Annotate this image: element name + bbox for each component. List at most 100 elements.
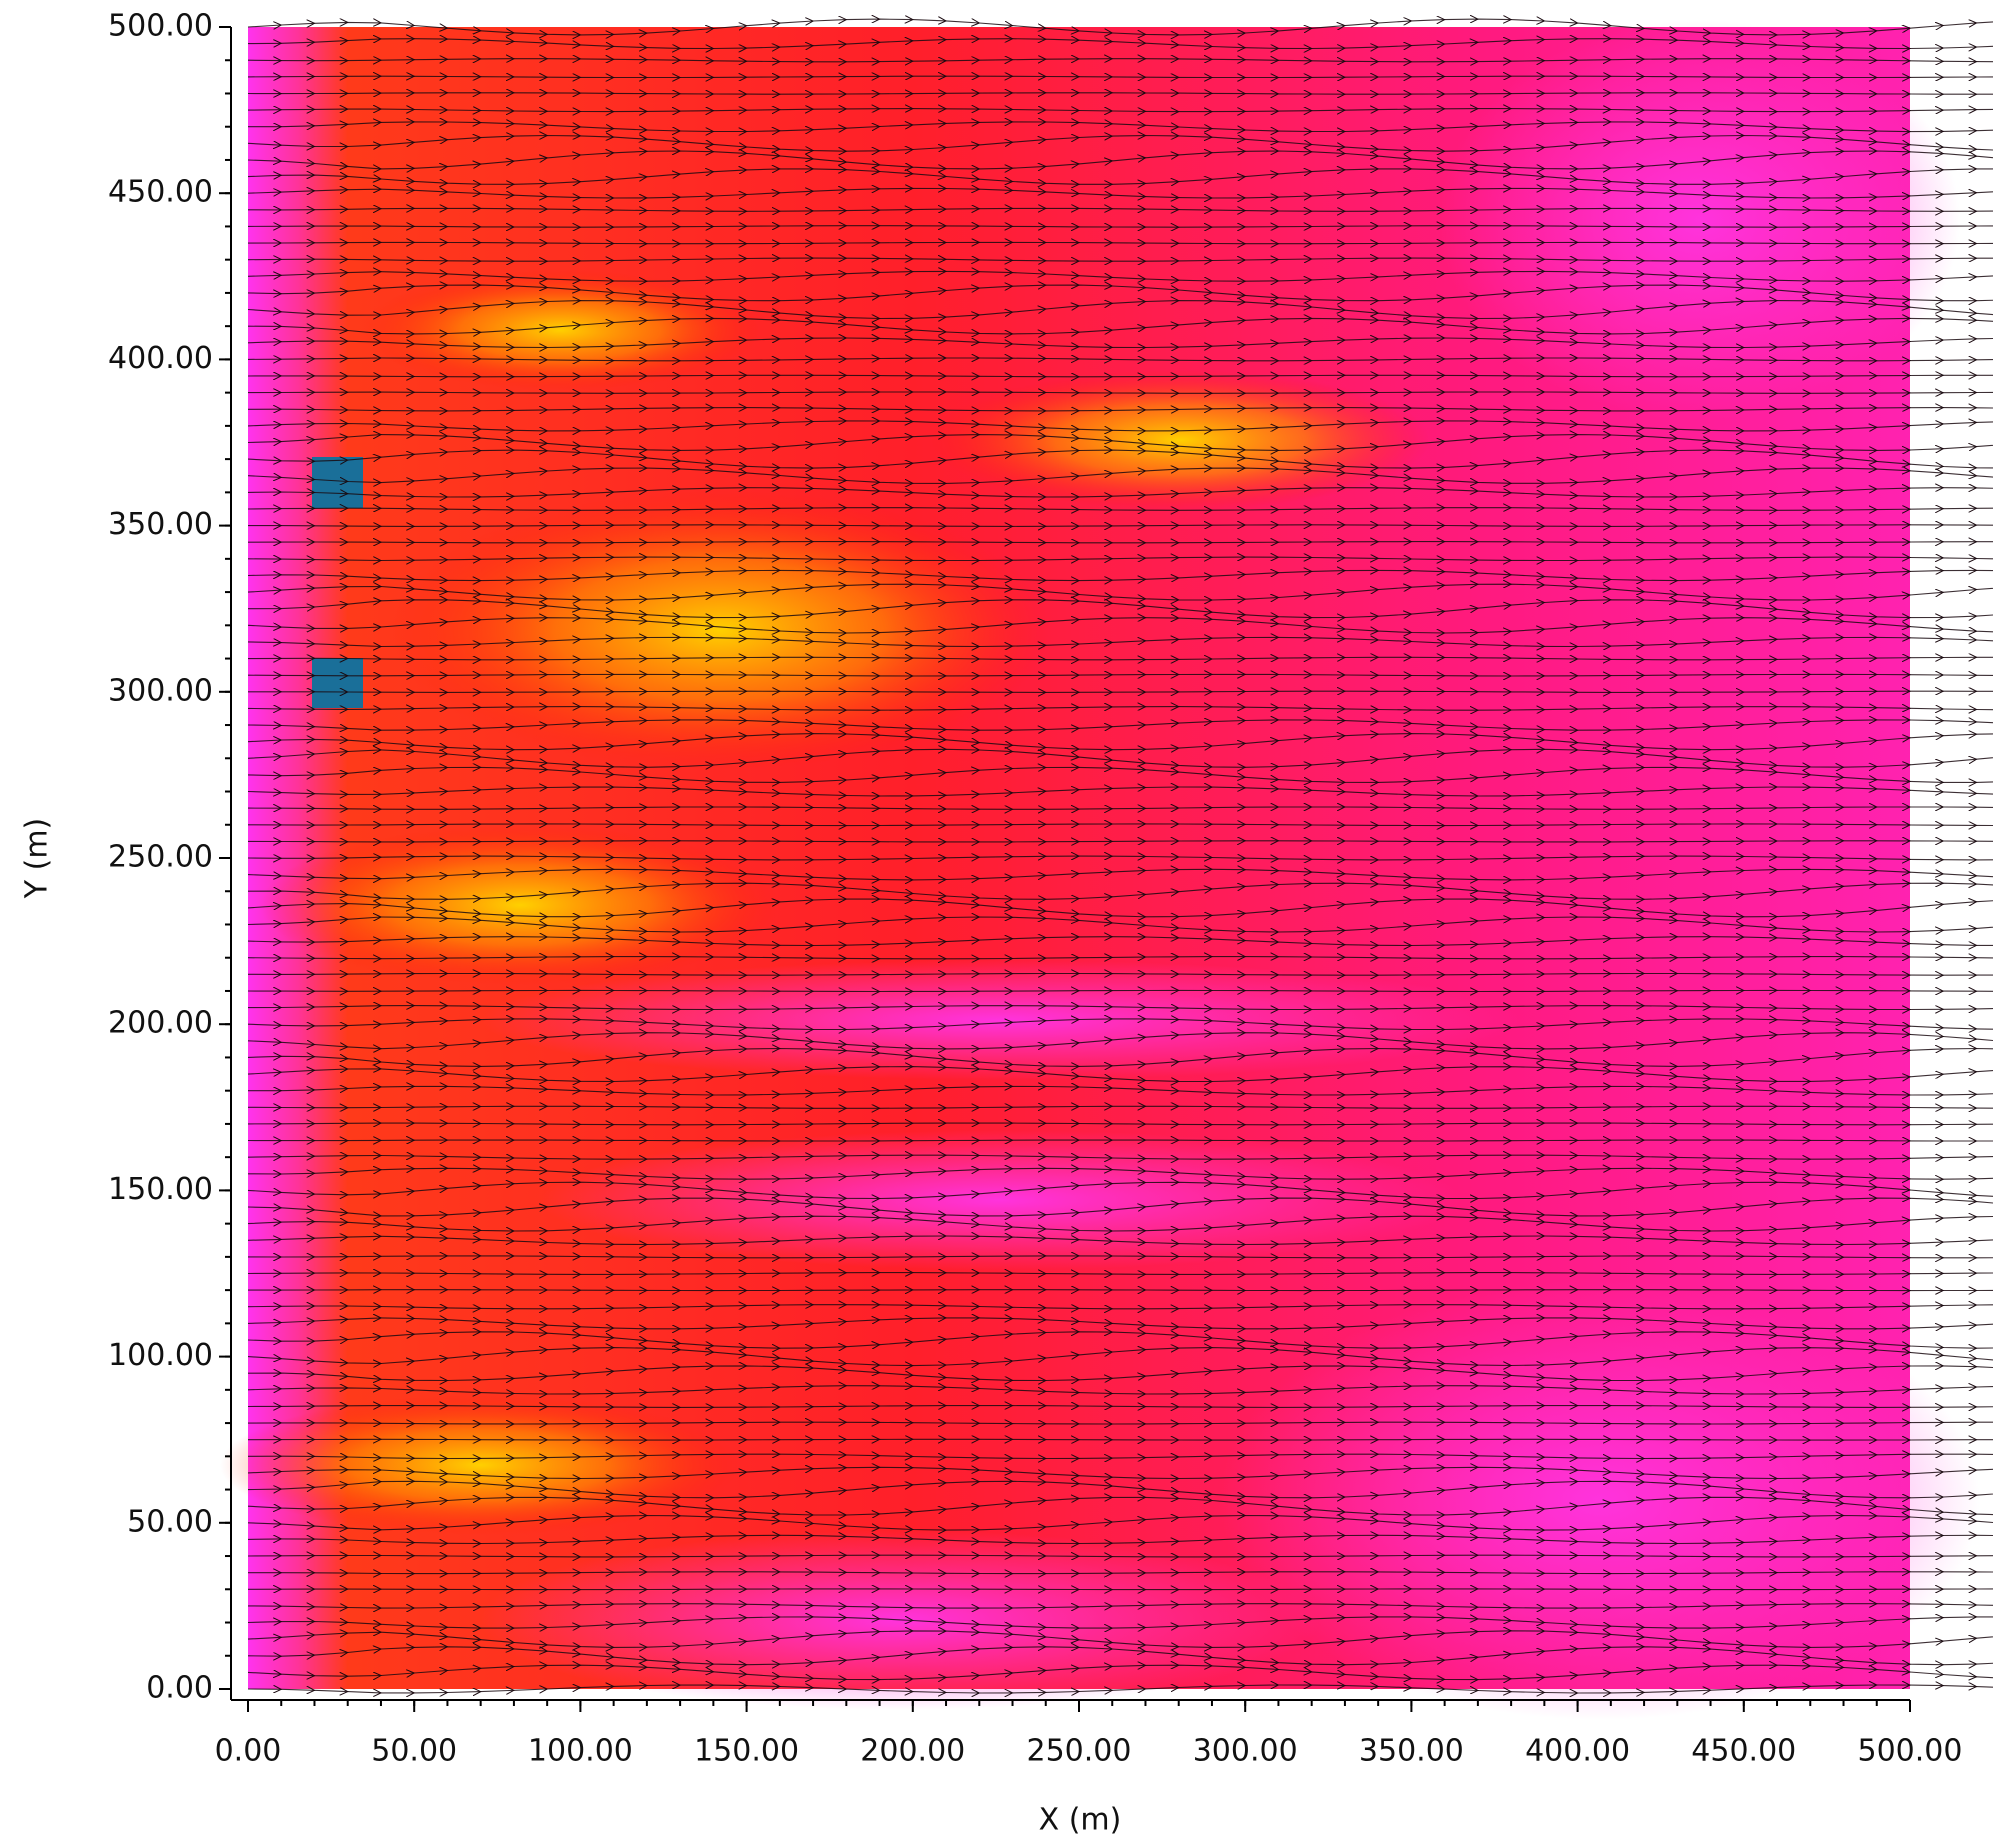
- y-tick-label: 250.00: [108, 840, 213, 875]
- streamline: [247, 1155, 1993, 1159]
- streamline: [247, 1236, 1993, 1245]
- field: [220, 20, 1980, 1720]
- streamline: [247, 1535, 1993, 1543]
- x-tick-label: 100.00: [528, 1734, 633, 1769]
- streamline: [247, 242, 1993, 243]
- streamline: [247, 76, 1993, 77]
- y-tick-label: 100.00: [108, 1338, 213, 1373]
- streamline: [247, 109, 1993, 112]
- streamline: [248, 691, 1993, 692]
- streamline: [248, 1572, 1993, 1574]
- streamline: [247, 542, 1993, 543]
- streamline: [247, 508, 1993, 511]
- x-tick-label: 350.00: [1359, 1734, 1464, 1769]
- streamline: [247, 318, 1993, 334]
- streamline: [248, 525, 1993, 527]
- streamline: [247, 1067, 1993, 1082]
- streamline: [247, 720, 1993, 730]
- streamline: [247, 1422, 1993, 1424]
- hot-zone: [930, 370, 1430, 510]
- streamline: [247, 856, 1993, 860]
- streamline: [247, 285, 1993, 301]
- x-tick-label: 150.00: [694, 1734, 799, 1769]
- x-tick-label: 500.00: [1858, 1734, 1963, 1769]
- streamline: [247, 208, 1993, 211]
- y-tick-label: 0.00: [146, 1671, 213, 1706]
- cool-zone: [1220, 1280, 1980, 1720]
- streamline: [247, 39, 1993, 49]
- streamline: [248, 1086, 1993, 1095]
- streamline: [247, 1604, 1993, 1608]
- streamline: [248, 1290, 1993, 1291]
- streamline: [247, 841, 1993, 842]
- streamline: [247, 734, 1993, 750]
- streamline: [247, 1685, 1993, 1693]
- streamline: [247, 93, 1993, 94]
- x-tick-label: 300.00: [1193, 1734, 1298, 1769]
- streamline: [247, 392, 1993, 393]
- streamline: [247, 1216, 1993, 1231]
- streamline: [247, 1106, 1993, 1108]
- cool-zone: [1440, 20, 1960, 420]
- streamline: [247, 1033, 1993, 1049]
- streamline: [247, 338, 1993, 348]
- y-tick-label: 500.00: [108, 9, 213, 44]
- streamline: [247, 375, 1993, 377]
- streamline: [247, 1555, 1993, 1557]
- cool-zone: [480, 960, 1520, 1080]
- streamline: [247, 435, 1993, 451]
- streamline: [247, 707, 1993, 711]
- streamline: [247, 937, 1993, 946]
- x-tick-label: 200.00: [860, 1734, 965, 1769]
- x-tick-label: 400.00: [1525, 1734, 1630, 1769]
- streamline: [247, 1617, 1993, 1628]
- streamline: [247, 957, 1993, 959]
- streamline: [247, 188, 1993, 198]
- streamline: [247, 136, 1993, 152]
- streamline: [247, 787, 1993, 796]
- streamline: [247, 1332, 1993, 1348]
- streamline: [247, 899, 1993, 917]
- streamline: [247, 1366, 1993, 1381]
- streamline: [247, 990, 1993, 991]
- streamline: [247, 749, 1993, 767]
- cool-zone: [540, 1130, 1460, 1270]
- x-tick-label: 0.00: [215, 1734, 282, 1769]
- streamline: [247, 1439, 1993, 1440]
- x-tick-label: 250.00: [1027, 1734, 1132, 1769]
- streamline: [247, 271, 1993, 281]
- streamline: [247, 421, 1993, 431]
- streamlines: [247, 19, 1993, 1693]
- y-tick-label: 450.00: [108, 175, 213, 210]
- x-tick-label: 50.00: [371, 1734, 457, 1769]
- streamline: [247, 488, 1993, 497]
- streamline: [247, 1647, 1993, 1665]
- streamline: [247, 1123, 1993, 1125]
- streamline: [247, 1454, 1993, 1458]
- hot-zone: [260, 825, 780, 985]
- obstacle: [312, 658, 363, 708]
- streamline: [247, 1481, 1993, 1498]
- y-axis-title: Y (m): [20, 818, 55, 900]
- streamline: [247, 1168, 1993, 1179]
- hot-zone: [220, 1395, 740, 1535]
- streamline: [247, 1386, 1993, 1394]
- streamline: [247, 584, 1993, 600]
- streamline: [247, 1256, 1993, 1258]
- y-tick-label: 50.00: [127, 1504, 213, 1539]
- streamline: [247, 258, 1993, 261]
- streamline: [247, 1049, 1993, 1067]
- streamline: [247, 19, 1993, 35]
- streamline: [247, 974, 1993, 976]
- streamline: [247, 1467, 1993, 1478]
- streamline: [247, 226, 1993, 228]
- streamline: [247, 869, 1993, 880]
- streamline: [247, 1406, 1993, 1408]
- y-tick-label: 200.00: [108, 1006, 213, 1041]
- streamline: [247, 557, 1993, 560]
- streamline: [247, 1318, 1993, 1329]
- streamline: [247, 883, 1993, 899]
- streamline: [247, 1631, 1993, 1648]
- streamline: [247, 1273, 1993, 1275]
